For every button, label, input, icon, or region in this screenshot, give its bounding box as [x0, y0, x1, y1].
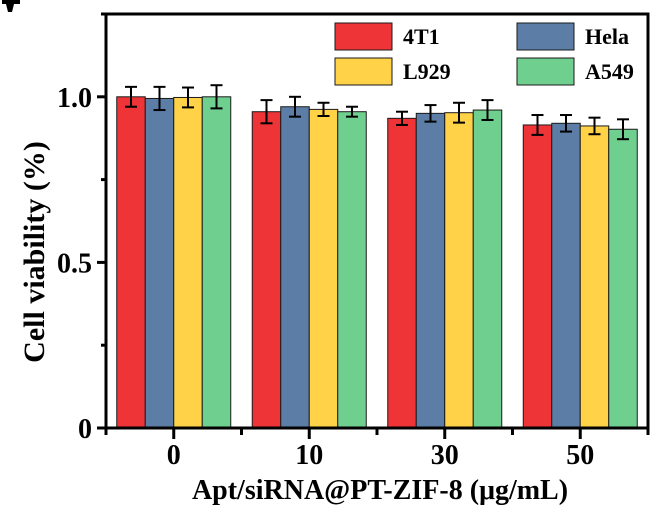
- legend-label-hela: Hela: [585, 24, 629, 49]
- bar-a549-50: [608, 128, 638, 429]
- bar-4t1-0: [116, 96, 146, 429]
- plot-area: [116, 84, 638, 429]
- bar-hela-10: [280, 106, 310, 429]
- x-tick-label: 10: [295, 440, 323, 471]
- y-tick-label: 0.5: [57, 248, 92, 279]
- legend-label-4t1: 4T1: [403, 24, 440, 49]
- bar-hela-0: [144, 97, 175, 429]
- legend-label-l929: L929: [403, 59, 451, 84]
- x-tick-label: 30: [431, 440, 459, 471]
- bar-l929-0: [173, 96, 203, 429]
- bar-4t1-50: [522, 124, 553, 429]
- bar-hela-50: [551, 122, 581, 429]
- x-tick-label: 50: [566, 440, 594, 471]
- legend-swatch-hela: [516, 22, 575, 51]
- legend-swatch-a549: [516, 57, 575, 86]
- cropped-corner-glyph: [2, 0, 20, 12]
- bar-4t1-30: [387, 117, 417, 429]
- bar-l929-30: [444, 112, 474, 429]
- y-tick-label: 1.0: [57, 83, 92, 114]
- legend-label-a549: A549: [585, 59, 634, 84]
- x-axis-label: Apt/siRNA@PT-ZIF-8 (μg/mL): [192, 475, 568, 506]
- legend-swatch-l929: [334, 57, 393, 86]
- bar-a549-0: [201, 96, 232, 429]
- y-tick-label: 0: [78, 414, 92, 445]
- legend-swatch-4t1: [334, 22, 393, 51]
- bar-a549-10: [337, 111, 367, 429]
- bar-4t1-10: [251, 111, 282, 429]
- bar-l929-50: [579, 125, 610, 429]
- axes: 0 0.5 1.0 0 10 30 50: [57, 12, 650, 471]
- bar-a549-30: [472, 109, 503, 429]
- legend: 4T1 Hela L929 A549: [334, 22, 634, 86]
- y-axis-label: Cell viability (%): [18, 141, 51, 363]
- bar-hela-30: [415, 112, 446, 429]
- x-tick-label: 0: [167, 440, 181, 471]
- bar-l929-10: [308, 108, 339, 429]
